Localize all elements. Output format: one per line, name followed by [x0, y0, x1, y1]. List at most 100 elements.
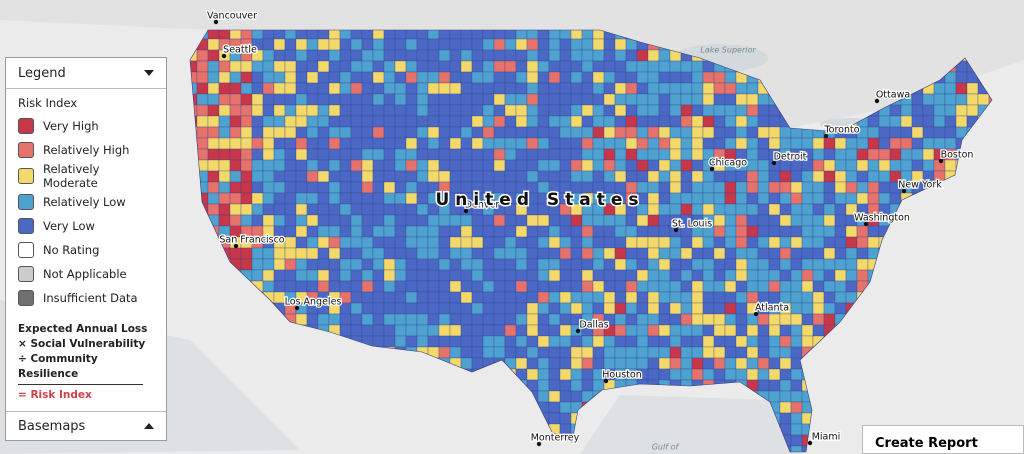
county: [713, 368, 726, 381]
county: [702, 192, 715, 205]
county: [911, 324, 924, 337]
county: [526, 214, 539, 227]
county: [911, 346, 924, 359]
county: [350, 225, 363, 238]
county: [328, 49, 341, 62]
county: [834, 170, 847, 183]
legend-header[interactable]: Legend: [6, 58, 166, 89]
county: [889, 412, 902, 425]
county: [449, 302, 462, 315]
county: [493, 170, 506, 183]
county: [482, 357, 495, 370]
county: [713, 291, 726, 304]
county: [669, 258, 682, 271]
county: [988, 159, 992, 172]
county: [526, 93, 539, 106]
county: [515, 434, 528, 447]
county: [823, 280, 836, 293]
county: [190, 203, 198, 216]
county: [240, 115, 253, 128]
create-report-button[interactable]: Create Report: [862, 425, 1024, 454]
county: [823, 346, 836, 359]
county: [614, 60, 627, 73]
county: [878, 335, 891, 348]
county: [834, 291, 847, 304]
county: [460, 60, 473, 73]
county: [845, 148, 858, 161]
county: [306, 357, 319, 370]
county: [779, 269, 792, 282]
county: [471, 60, 484, 73]
county: [570, 401, 583, 414]
county: [383, 93, 396, 106]
county: [779, 214, 792, 227]
county: [405, 170, 418, 183]
county: [603, 159, 616, 172]
county: [713, 170, 726, 183]
county: [669, 137, 682, 150]
county: [559, 280, 572, 293]
county: [548, 379, 561, 392]
basemaps-toggle[interactable]: Basemaps: [6, 411, 166, 440]
county: [515, 49, 528, 62]
county: [471, 335, 484, 348]
county: [977, 269, 990, 282]
county: [537, 302, 550, 315]
county: [537, 324, 550, 337]
county: [988, 291, 992, 304]
expand-icon: [144, 423, 154, 429]
county: [328, 258, 341, 271]
county: [482, 170, 495, 183]
county: [190, 60, 198, 73]
county: [449, 82, 462, 95]
county: [504, 60, 517, 73]
county: [471, 346, 484, 359]
county: [834, 412, 847, 425]
county: [251, 71, 264, 84]
county: [944, 170, 957, 183]
county: [603, 390, 616, 403]
county: [361, 357, 374, 370]
county: [471, 170, 484, 183]
county: [262, 104, 275, 117]
county: [977, 313, 990, 326]
county: [416, 379, 429, 392]
county: [526, 137, 539, 150]
county: [966, 324, 979, 337]
county: [460, 368, 473, 381]
county: [207, 214, 220, 227]
county: [295, 71, 308, 84]
county: [878, 302, 891, 315]
county: [482, 159, 495, 172]
county: [361, 203, 374, 216]
county: [922, 137, 935, 150]
county: [801, 445, 814, 452]
county: [383, 280, 396, 293]
county: [856, 170, 869, 183]
county: [251, 181, 264, 194]
county: [933, 379, 946, 392]
county: [702, 181, 715, 194]
county: [416, 214, 429, 227]
county: [350, 93, 363, 106]
county: [218, 335, 231, 348]
county: [240, 71, 253, 84]
county: [977, 247, 990, 260]
county: [790, 335, 803, 348]
county: [515, 291, 528, 304]
county: [812, 192, 825, 205]
county: [383, 379, 396, 392]
county: [262, 170, 275, 183]
county: [856, 225, 869, 238]
county: [383, 434, 396, 447]
county: [955, 269, 968, 282]
county: [933, 82, 946, 95]
county: [229, 60, 242, 73]
place-dot: [536, 441, 542, 447]
county: [746, 170, 759, 183]
county: [493, 324, 506, 337]
county: [625, 82, 638, 95]
county: [933, 291, 946, 304]
county: [383, 214, 396, 227]
county: [669, 93, 682, 106]
